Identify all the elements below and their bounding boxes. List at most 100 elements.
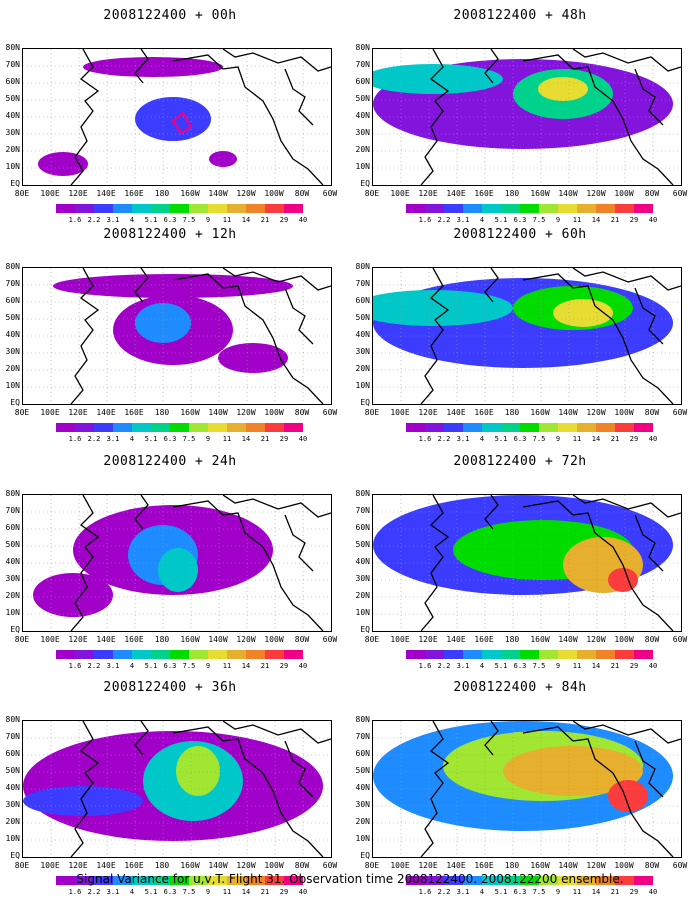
latitude-tick-label: 80N xyxy=(5,715,20,724)
longitude-tick-label: 140W xyxy=(208,861,228,870)
latitude-tick-label: 30N xyxy=(5,574,20,583)
map-frame xyxy=(372,494,682,632)
longitude-tick-label: 120E xyxy=(68,189,88,198)
latitude-tick-label: 80N xyxy=(5,489,20,498)
colorbar-swatch xyxy=(284,204,303,213)
latitude-tick-label: 60N xyxy=(355,296,370,305)
latitude-tick-label: 30N xyxy=(5,128,20,137)
colorbar-swatch xyxy=(520,650,539,659)
variance-shaded-region xyxy=(23,786,143,816)
colorbar-swatch xyxy=(132,423,151,432)
coastline xyxy=(634,68,664,126)
colorbar-tick-label: 2.2 xyxy=(87,216,101,224)
coastline xyxy=(420,268,450,404)
longitude-tick-label: 60W xyxy=(322,635,338,644)
colorbar-swatch xyxy=(75,423,94,432)
colorbar-swatch xyxy=(227,650,246,659)
coastline xyxy=(172,726,324,857)
longitude-tick-label: 140E xyxy=(446,408,466,417)
colorbar-swatch xyxy=(615,876,634,885)
longitude-tick-label: 80E xyxy=(14,861,30,870)
coastline xyxy=(484,49,499,84)
longitude-tick-label: 140W xyxy=(208,408,228,417)
longitude-tick-label: 120W xyxy=(236,861,256,870)
colorbar xyxy=(56,204,303,213)
panel-title: 2008122400 + 72h xyxy=(453,454,587,469)
longitude-tick-label: 140E xyxy=(446,635,466,644)
latitude-tick-label: 30N xyxy=(355,128,370,137)
colorbar-swatch xyxy=(56,650,75,659)
longitude-tick-label: 180 xyxy=(154,861,170,870)
latitude-tick-label: 70N xyxy=(5,506,20,515)
coastline xyxy=(522,726,674,857)
colorbar-tick-label: 9 xyxy=(205,662,211,670)
longitude-tick-label: 140E xyxy=(96,861,116,870)
colorbar-swatch xyxy=(596,650,615,659)
panel-title: 2008122400 + 84h xyxy=(453,680,587,695)
colorbar-tick-label: 1.6 xyxy=(418,888,432,896)
coastline xyxy=(572,268,681,291)
coastline xyxy=(634,287,664,345)
coastline xyxy=(284,68,314,126)
map-frame xyxy=(22,267,332,405)
colorbar-tick-label: 40 xyxy=(648,216,658,224)
longitude-tick-label: 140W xyxy=(208,189,228,198)
variance-shaded-region xyxy=(503,746,643,796)
colorbar-swatch xyxy=(520,876,539,885)
longitude-tick-label: 80E xyxy=(364,861,380,870)
longitude-tick-label: 160E xyxy=(474,861,494,870)
colorbar-tick-label: 21 xyxy=(260,888,270,896)
colorbar-tick-label: 3.1 xyxy=(456,435,470,443)
colorbar-swatch xyxy=(56,423,75,432)
latitude-tick-label: 80N xyxy=(5,262,20,271)
colorbar-tick-label: 21 xyxy=(610,435,620,443)
latitude-tick-label: 70N xyxy=(5,279,20,288)
longitude-tick-label: 60W xyxy=(672,635,688,644)
colorbar-tick-label: 3.1 xyxy=(106,435,120,443)
panel-title: 2008122400 + 36h xyxy=(103,680,237,695)
coastline xyxy=(634,514,664,572)
colorbar-swatch xyxy=(284,876,303,885)
forecast-panel: 2008122400 + 72h 80N 70N 60N 50N 40N 30N 20N 10N… xyxy=(350,454,690,679)
colorbar-swatch xyxy=(596,423,615,432)
colorbar-swatch xyxy=(501,423,520,432)
forecast-panel: 2008122400 + 24h 80N 70N 60N 50N 40N 30N 20N 10N… xyxy=(0,454,340,679)
colorbar-tick-label: 7.5 xyxy=(532,888,546,896)
variance-shaded-region xyxy=(135,97,211,141)
coastline xyxy=(222,495,331,518)
longitude-tick-label: 120W xyxy=(586,189,606,198)
longitude-tick-label: 160E xyxy=(124,861,144,870)
colorbar-swatch xyxy=(208,650,227,659)
colorbar-swatch xyxy=(406,876,425,885)
longitude-tick-label: 100E xyxy=(390,408,410,417)
latitude-tick-label: 40N xyxy=(5,330,20,339)
latitude-tick-label: 10N xyxy=(355,608,370,617)
latitude-tick-label: EQ xyxy=(360,625,370,634)
colorbar-swatch xyxy=(558,876,577,885)
colorbar-swatch xyxy=(539,423,558,432)
longitude-tick-label: 100W xyxy=(264,408,284,417)
latitude-tick-label: EQ xyxy=(10,179,20,188)
latitude-tick-label: 40N xyxy=(355,330,370,339)
longitude-tick-label: 160W xyxy=(530,861,550,870)
colorbar-swatch xyxy=(558,423,577,432)
longitude-tick-label: 120W xyxy=(586,635,606,644)
variance-shaded-region xyxy=(38,152,88,176)
variance-shaded-region xyxy=(373,290,513,326)
coastline xyxy=(222,49,331,72)
variance-shaded-region xyxy=(553,299,613,327)
colorbar xyxy=(56,423,303,432)
latitude-tick-label: 70N xyxy=(355,279,370,288)
variance-shaded-region xyxy=(209,151,237,167)
colorbar-swatch xyxy=(596,876,615,885)
forecast-panel: 2008122400 + 84h 80N 70N 60N 50N 40N 30N 20N 10N… xyxy=(350,680,690,905)
colorbar-swatch xyxy=(151,423,170,432)
longitude-tick-label: 180 xyxy=(504,408,520,417)
colorbar-swatch xyxy=(113,423,132,432)
colorbar-tick-label: 4 xyxy=(129,216,135,224)
colorbar-swatch xyxy=(482,650,501,659)
variance-shaded-region xyxy=(608,780,648,812)
colorbar-tick-label: 29 xyxy=(279,435,289,443)
colorbar-tick-label: 5.1 xyxy=(494,435,508,443)
colorbar-tick-label: 9 xyxy=(555,888,561,896)
